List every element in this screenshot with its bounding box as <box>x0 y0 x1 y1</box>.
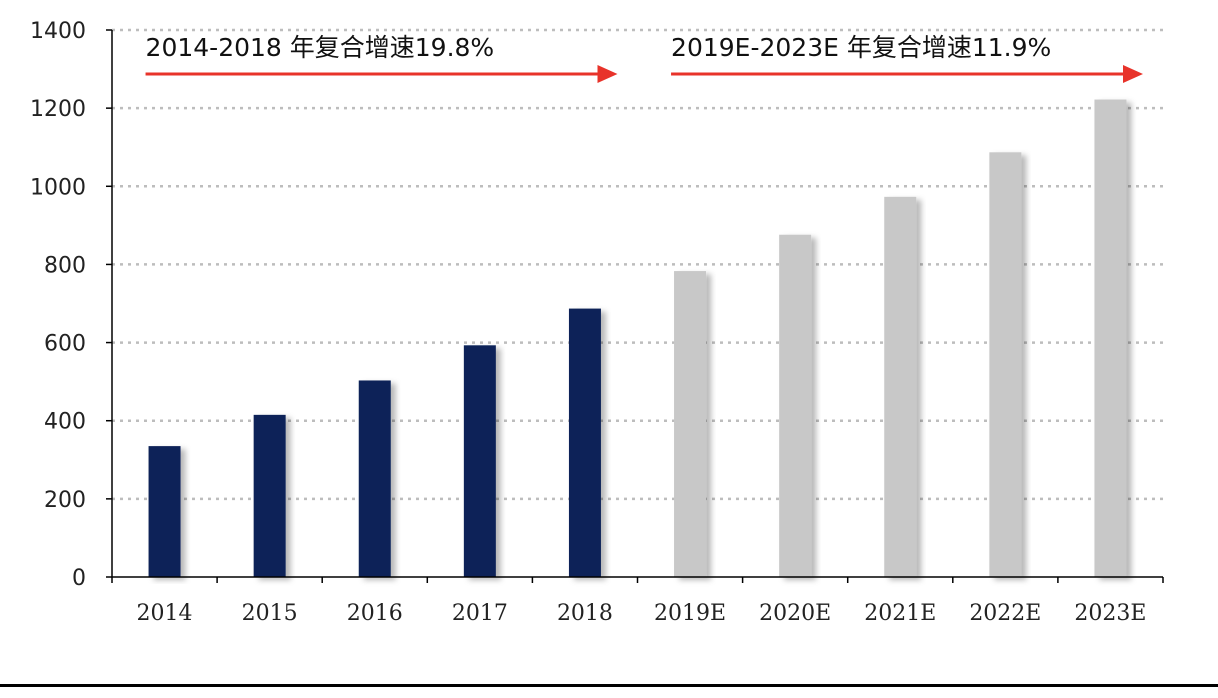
x-tick-label: 2022E <box>969 601 1041 626</box>
y-tick-label: 400 <box>44 410 86 435</box>
bar-2015 <box>253 414 286 577</box>
bar-2022E <box>989 152 1022 577</box>
y-tick-label: 600 <box>44 332 86 357</box>
x-tick-label: 2016 <box>347 601 403 626</box>
x-tick-label: 2020E <box>759 601 831 626</box>
y-tick-label: 800 <box>44 253 86 278</box>
bar-2018 <box>568 308 601 577</box>
annotation-label-2: 2019E-2023E 年复合增速11.9% <box>671 33 1051 62</box>
bar-2016 <box>358 380 391 577</box>
x-tick-label: 2023E <box>1074 601 1146 626</box>
y-tick-label: 1400 <box>30 19 86 44</box>
annotation-arrow-head <box>597 65 618 83</box>
bar-2020E <box>779 234 812 577</box>
x-tick-label: 2019E <box>654 601 726 626</box>
annotations: 2014-2018 年复合增速19.8% 2019E-2023E 年复合增速11.… <box>145 33 1143 83</box>
annotation-arrow-head <box>1123 65 1143 83</box>
bar-2017 <box>463 345 496 577</box>
bar-2019E <box>674 271 707 577</box>
annotation-label-1: 2014-2018 年复合增速19.8% <box>146 33 495 62</box>
y-tick-label: 200 <box>44 488 86 513</box>
bar-2014 <box>148 446 181 577</box>
x-tick-label: 2014 <box>137 601 193 626</box>
x-tick-label: 2018 <box>557 601 613 626</box>
x-tick-label: 2015 <box>242 601 298 626</box>
bar-2023E <box>1094 99 1127 577</box>
y-tick-label: 0 <box>72 566 86 591</box>
y-tick-labels: 0 200 400 600 800 1000 1200 1400 <box>30 19 112 591</box>
footer-divider <box>0 684 1218 687</box>
x-tick-label: 2017 <box>452 601 508 626</box>
bars <box>148 99 1127 577</box>
bar-2021E <box>884 196 917 577</box>
x-tick-label: 2021E <box>864 601 936 626</box>
y-tick-label: 1200 <box>30 97 86 122</box>
y-tick-label: 1000 <box>30 175 86 200</box>
x-tick-labels: 2014 2015 2016 2017 2018 2019E 2020E 2021E 2022E… <box>111 577 1164 626</box>
